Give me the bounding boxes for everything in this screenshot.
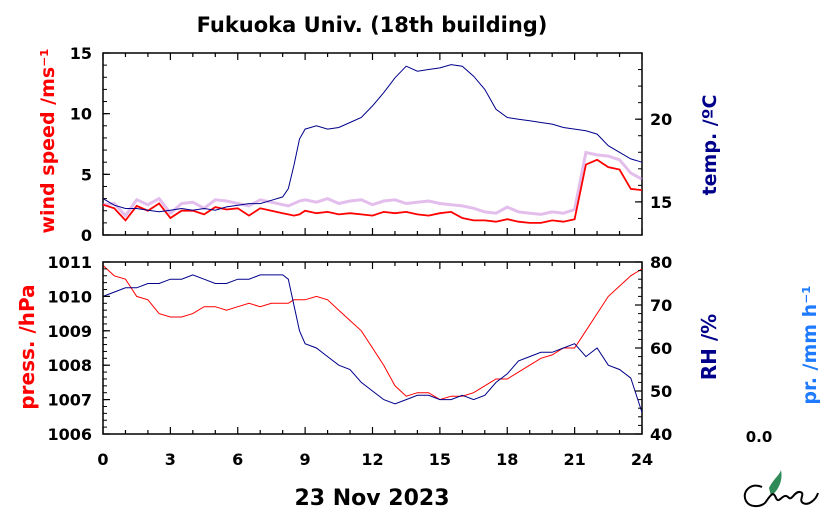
bottom-ytick-right-label: 70 (650, 296, 672, 315)
bottom-series-group (102, 265, 643, 413)
top-ytick-left-label: 0 (81, 226, 92, 245)
x-tick-label: 24 (631, 450, 653, 469)
x-tick-label: 21 (563, 450, 585, 469)
x-tick-label: 6 (232, 450, 243, 469)
x-tick-label: 18 (496, 450, 518, 469)
cmes-logo (743, 470, 819, 508)
bottom-ytick-left-label: 1007 (47, 391, 92, 410)
logo-leaf-icon (769, 470, 782, 496)
top-series-line-1 (102, 150, 643, 218)
bottom-series-line-1 (102, 274, 643, 413)
bottom-ytick-left-label: 1006 (47, 425, 92, 444)
top-series-line-0 (102, 158, 643, 224)
bottom-ytick-left-label: 1010 (47, 287, 92, 306)
bottom-ytick-right-label: 50 (650, 382, 672, 401)
x-tick-label: 3 (165, 450, 176, 469)
top-ytick-right-label: 15 (650, 193, 672, 212)
top-left-ylabel: wind speed /ms⁻¹ (37, 48, 59, 233)
top-ytick-right-label: 20 (650, 110, 672, 129)
bottom-ytick-left-label: 1011 (47, 253, 92, 272)
x-tick-label: 9 (300, 450, 311, 469)
top-series-group (102, 64, 643, 224)
x-tick-label: 12 (361, 450, 383, 469)
bottom-ytick-left-label: 1008 (47, 356, 92, 375)
date-label: 23 Nov 2023 (294, 486, 449, 511)
top-axes-group: 0 5 10 15 15 20 (70, 44, 673, 245)
top-ytick-left-label: 15 (70, 44, 92, 63)
x-tick-label: 0 (97, 450, 108, 469)
bottom-ytick-left-label: 1009 (47, 322, 92, 341)
top-right-ylabel: temp. /ºC (699, 95, 721, 196)
top-series-line-2 (102, 64, 643, 213)
bottom-right-ylabel: RH /% (697, 314, 721, 380)
bottom-axes-group: 0 3 6 9 12 15 18 21 24 1006 1007 1008 1009 1010 1011 40… (47, 253, 672, 469)
x-tick-label: 15 (429, 450, 451, 469)
bottom-ytick-right-label: 80 (650, 253, 672, 272)
top-ytick-left-label: 10 (70, 105, 92, 124)
bottom-ytick-right-label: 60 (650, 339, 672, 358)
bottom-ytick-right-label: 40 (650, 425, 672, 444)
precip-value-label: 0.0 (746, 428, 773, 446)
top-panel-frame (102, 52, 643, 236)
bottom-left-ylabel: press. /hPa (15, 284, 39, 409)
precip-ylabel: pr. /mm h⁻¹ (799, 285, 821, 404)
bottom-series-line-0 (102, 265, 643, 401)
logo-script-icon (743, 484, 819, 508)
top-ytick-left-label: 5 (81, 165, 92, 184)
chart-title: Fukuoka Univ. (18th building) (197, 13, 548, 37)
